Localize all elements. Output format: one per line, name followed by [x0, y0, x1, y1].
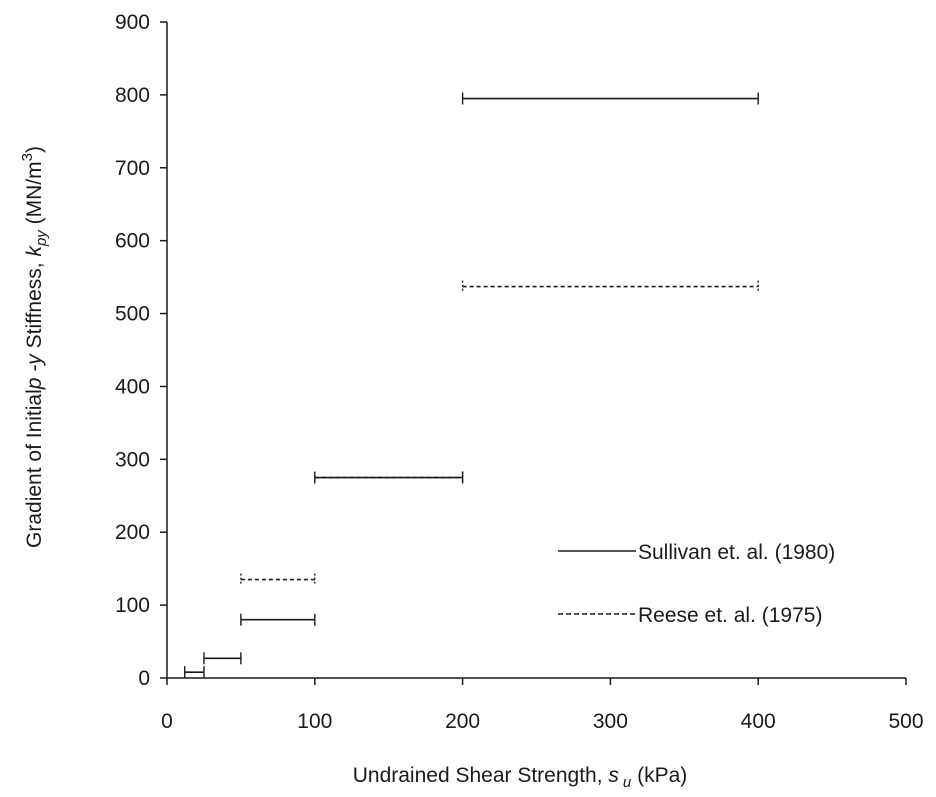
y-tick-label: 800 [115, 84, 150, 107]
y-tick-label: 600 [115, 230, 150, 253]
range-bar [461, 92, 759, 105]
x-tick-label: 0 [161, 710, 173, 733]
y-axis-title-k-subscript: py [33, 229, 50, 247]
x-tick-label: 400 [741, 710, 776, 733]
x-tick-label: 300 [593, 710, 628, 733]
range-bar [240, 573, 316, 586]
y-axis-title-py-symbol: p -y [23, 353, 46, 391]
y-axis-title-unit-start: (MN/m [23, 161, 46, 230]
x-axis-title-symbol: s [608, 764, 619, 787]
x-axis-title-prefix: Undrained Shear Strength, [353, 764, 609, 787]
range-bar [184, 666, 205, 679]
x-tick-label: 200 [445, 710, 480, 733]
y-axis-title-unit-end: ) [23, 146, 46, 153]
y-tick-label: 500 [115, 303, 150, 326]
x-ticks: 0 100 200 300 400 500 [161, 678, 924, 733]
legend-label-reese: Reese et. al. (1975) [638, 604, 822, 627]
y-tick-label: 400 [115, 375, 150, 398]
axes [166, 22, 906, 679]
range-bar [203, 652, 242, 665]
y-axis-title-prefix: Gradient of Initial [23, 389, 46, 548]
legend: Sullivan et. al. (1980) Reese et. al. (1… [558, 541, 835, 627]
y-tick-label: 100 [115, 594, 150, 617]
y-axis-title-unit-sup: 3 [19, 153, 36, 161]
y-tick-label: 700 [115, 157, 150, 180]
range-bar [314, 471, 464, 484]
legend-label-sullivan: Sullivan et. al. (1980) [638, 541, 835, 564]
y-tick-label: 300 [115, 448, 150, 471]
x-axis-title-subscript: u [623, 774, 632, 791]
x-tick-label: 500 [888, 710, 923, 733]
y-axis-title-k-symbol: k [23, 245, 46, 257]
x-axis-title-suffix: (kPa) [631, 764, 687, 787]
range-bar [240, 613, 316, 626]
series-layer [184, 92, 759, 679]
y-ticks: 0 100 200 300 400 500 600 700 800 900 [115, 11, 167, 690]
range-bar [461, 280, 759, 293]
y-tick-label: 200 [115, 521, 150, 544]
y-tick-label: 0 [138, 667, 150, 690]
y-axis-title: Gradient of Initialp -y Stiffness, kpy (… [19, 146, 50, 548]
x-tick-label: 100 [297, 710, 332, 733]
y-tick-label: 900 [115, 11, 150, 34]
y-axis-title-middle: Stiffness, [23, 257, 46, 355]
